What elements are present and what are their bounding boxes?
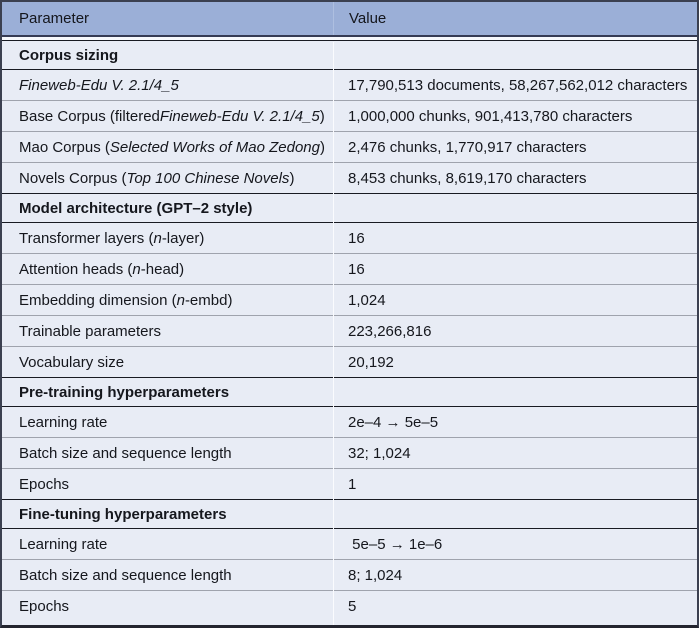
parameter-cell: Mao Corpus (Selected Works of Mao Zedong…: [19, 138, 325, 156]
parameter-cell: Attention heads (n -head): [19, 260, 185, 278]
value-cell: 8,453 chunks, 8,619,170 characters: [348, 169, 587, 187]
table-row: Embedding dimension (n -embd) 1,024: [2, 285, 697, 316]
value-cell: 16: [348, 229, 365, 247]
value-cell: 16: [348, 260, 365, 278]
value-cell: 17,790,513 documents, 58,267,562,012 cha…: [348, 76, 688, 94]
value-cell: 1,024: [348, 291, 386, 309]
parameter-cell: Learning rate: [19, 535, 108, 553]
value-cell: 223,266,816: [348, 322, 432, 340]
parameter-cell: Transformer layers (n -layer): [19, 229, 205, 247]
table-row: Base Corpus (filtered Fineweb-Edu V. 2.1…: [2, 101, 697, 132]
parameter-cell: Batch size and sequence length: [19, 566, 232, 584]
parameter-cell: Vocabulary size: [19, 353, 125, 371]
column-header-value: Value: [333, 2, 697, 35]
table-row: Batch size and sequence length 8; 1,024: [2, 560, 697, 591]
table-header-row: Parameter Value: [2, 2, 697, 37]
table-row: Epochs 1: [2, 469, 697, 500]
table-row: Batch size and sequence length 32; 1,024: [2, 438, 697, 469]
section-header-row: Model architecture (GPT–2 style): [2, 193, 697, 223]
header-rule-gap: [2, 37, 697, 40]
value-cell: 32; 1,024: [348, 444, 411, 462]
table-body: Corpus sizing Fineweb-Edu V. 2.1/4_5 17,79…: [2, 40, 697, 622]
parameter-cell: Epochs: [19, 475, 70, 493]
value-cell: 5: [348, 598, 357, 615]
parameter-cell: Novels Corpus (Top 100 Chinese Novels): [19, 169, 295, 187]
value-cell: 2,476 chunks, 1,770,917 characters: [348, 138, 587, 156]
parameter-cell: Embedding dimension (n -embd): [19, 291, 233, 309]
parameter-cell: Batch size and sequence length: [19, 444, 232, 462]
section-title-cell: Fine-tuning hyperparameters: [19, 505, 227, 523]
column-header-parameter: Parameter: [19, 10, 90, 27]
table-row: Learning rate 5e–5 → 1e–6: [2, 529, 697, 560]
table-row: Novels Corpus (Top 100 Chinese Novels) 8,…: [2, 163, 697, 194]
table-row: Fineweb-Edu V. 2.1/4_5 17,790,513 documen…: [2, 70, 697, 101]
value-cell: 1,000,000 chunks, 901,413,780 characters: [348, 107, 633, 125]
table-row: Mao Corpus (Selected Works of Mao Zedong…: [2, 132, 697, 163]
table-row: Learning rate 2e–4 → 5e–5: [2, 407, 697, 438]
section-title-cell: Model architecture (GPT–2 style): [19, 199, 253, 217]
parameter-cell: Trainable parameters: [19, 322, 162, 340]
table-row: Transformer layers (n -layer) 16: [2, 223, 697, 254]
value-cell: 5e–5 → 1e–6: [348, 535, 443, 553]
section-title-cell: Pre-training hyperparameters: [19, 383, 230, 401]
value-cell: 1: [348, 475, 357, 493]
section-header-row: Corpus sizing: [2, 40, 697, 70]
parameter-cell: Base Corpus (filtered Fineweb-Edu V. 2.1…: [19, 107, 325, 125]
parameter-cell: Fineweb-Edu V. 2.1/4_5: [19, 76, 179, 94]
table-row: Epochs 5: [2, 591, 697, 622]
value-cell: 8; 1,024: [348, 566, 403, 584]
table-row: Vocabulary size 20,192: [2, 347, 697, 378]
table-row: Attention heads (n -head) 16: [2, 254, 697, 285]
value-cell: 20,192: [348, 353, 394, 371]
parameter-cell: Epochs: [19, 598, 70, 615]
section-header-row: Fine-tuning hyperparameters: [2, 499, 697, 529]
value-cell: 2e–4 → 5e–5: [348, 413, 439, 431]
section-title-cell: Corpus sizing: [19, 46, 119, 64]
section-header-row: Pre-training hyperparameters: [2, 377, 697, 407]
table-row: Trainable parameters 223,266,816: [2, 316, 697, 347]
parameter-cell: Learning rate: [19, 413, 108, 431]
